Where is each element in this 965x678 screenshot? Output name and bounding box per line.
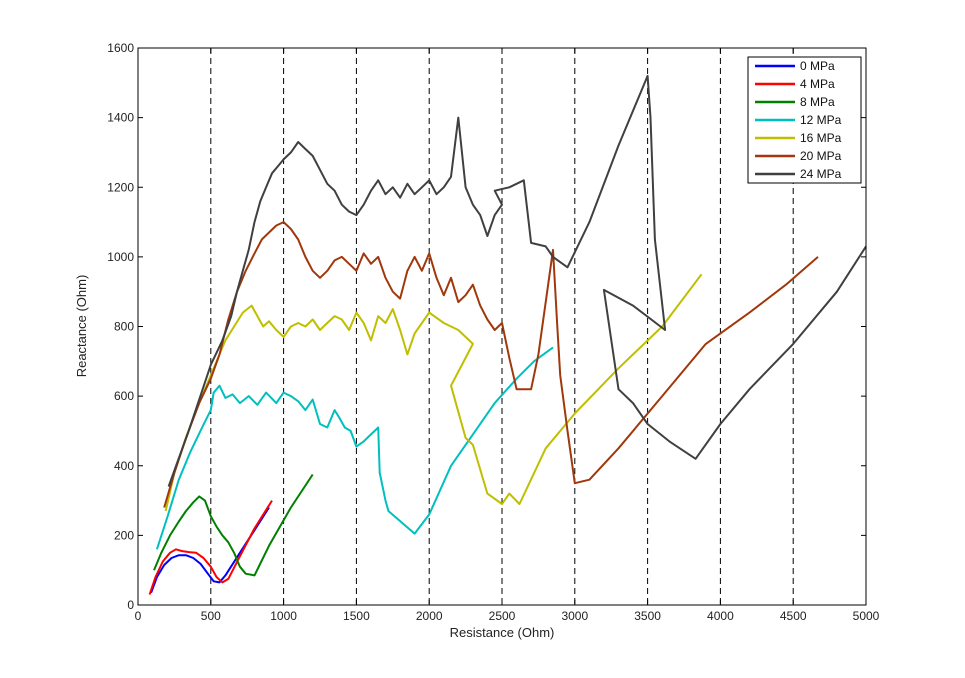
legend: 0 MPa 4 MPa 8 MPa 12 MPa 16 MPa 20 MPa 24 MPa — [747, 56, 862, 184]
x-tick-label: 4000 — [707, 609, 734, 623]
series-line-2 — [153, 473, 314, 577]
legend-label: 20 MPa — [800, 149, 842, 163]
series-line-6 — [167, 74, 867, 487]
y-tick-label: 400 — [114, 459, 134, 473]
y-tick-label: 600 — [114, 389, 134, 403]
y-tick-label: 1600 — [107, 41, 134, 55]
axis-ticks: 0 500 1000 1500 2000 2500 3000 3500 4000 4500 5000… — [107, 41, 879, 623]
series-line-4 — [164, 273, 703, 512]
legend-label: 8 MPa — [800, 95, 835, 109]
x-tick-label: 3500 — [634, 609, 661, 623]
legend-label: 24 MPa — [800, 167, 842, 181]
series-line-3 — [155, 346, 554, 550]
legend-label: 4 MPa — [800, 77, 835, 91]
x-tick-label: 500 — [201, 609, 221, 623]
x-tick-label: 1000 — [270, 609, 297, 623]
x-tick-label: 2500 — [489, 609, 516, 623]
x-tick-label: 5000 — [853, 609, 880, 623]
y-tick-label: 1000 — [107, 250, 134, 264]
series-line-1 — [148, 500, 273, 595]
x-tick-label: 4500 — [780, 609, 807, 623]
x-tick-label: 3000 — [561, 609, 588, 623]
series-line-0 — [150, 506, 270, 594]
legend-label: 16 MPa — [800, 131, 842, 145]
x-axis-label: Resistance (Ohm) — [450, 625, 555, 640]
y-tick-label: 1200 — [107, 180, 134, 194]
series-lines — [148, 74, 867, 595]
x-tick-label: 1500 — [343, 609, 370, 623]
y-tick-label: 800 — [114, 320, 134, 334]
legend-label: 0 MPa — [800, 59, 835, 73]
x-tick-label: 2000 — [416, 609, 443, 623]
y-tick-label: 1400 — [107, 111, 134, 125]
y-tick-label: 0 — [127, 598, 134, 612]
x-tick-label: 0 — [135, 609, 142, 623]
legend-label: 12 MPa — [800, 113, 842, 127]
y-tick-label: 200 — [114, 528, 134, 542]
series-line-5 — [163, 221, 819, 508]
y-axis-label: Reactance (Ohm) — [74, 275, 89, 378]
